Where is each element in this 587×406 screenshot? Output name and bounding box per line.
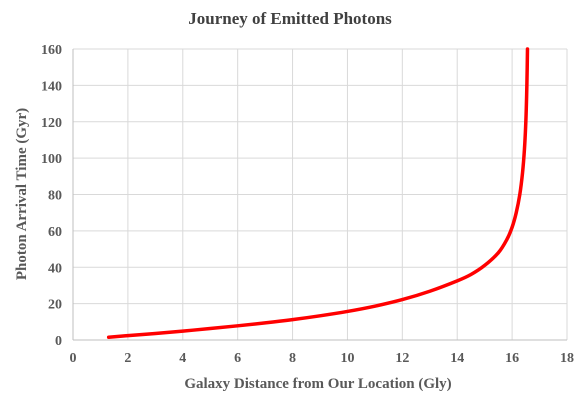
series-layer <box>106 47 530 340</box>
axis-layer <box>72 49 567 341</box>
x-tick-label: 8 <box>289 351 296 366</box>
y-tick-label: 120 <box>41 116 62 131</box>
y-tick-label: 40 <box>48 261 62 276</box>
y-tick-label: 160 <box>41 43 62 58</box>
x-tick-label: 2 <box>124 351 131 366</box>
y-tick-label: 80 <box>48 189 62 204</box>
chart-title: Journey of Emitted Photons <box>188 9 392 28</box>
x-tick-label: 0 <box>70 351 77 366</box>
x-tick-label: 12 <box>395 351 409 366</box>
y-tick-label: 0 <box>55 334 62 349</box>
y-tick-label: 100 <box>41 152 62 167</box>
y-tick-label: 60 <box>48 225 62 240</box>
grid-layer <box>73 48 568 340</box>
x-tick-label: 4 <box>179 351 186 366</box>
x-tick-label: 18 <box>560 351 574 366</box>
y-tick-label: 140 <box>41 79 62 94</box>
x-tick-label: 10 <box>340 351 354 366</box>
x-tick-label: 14 <box>450 351 464 366</box>
y-tick-label: 20 <box>48 298 62 313</box>
x-tick-label: 6 <box>234 351 241 366</box>
tick-labels: 0 20 40 60 80 100 120 140 160 0 2 4 6 8 10 12 14 16 18 <box>41 43 574 366</box>
x-axis-label: Galaxy Distance from Our Location (Gly) <box>184 376 451 392</box>
y-axis-label: Photon Arrival Time (Gyr) <box>14 108 30 280</box>
x-tick-label: 16 <box>505 351 519 366</box>
series-line <box>106 47 530 340</box>
